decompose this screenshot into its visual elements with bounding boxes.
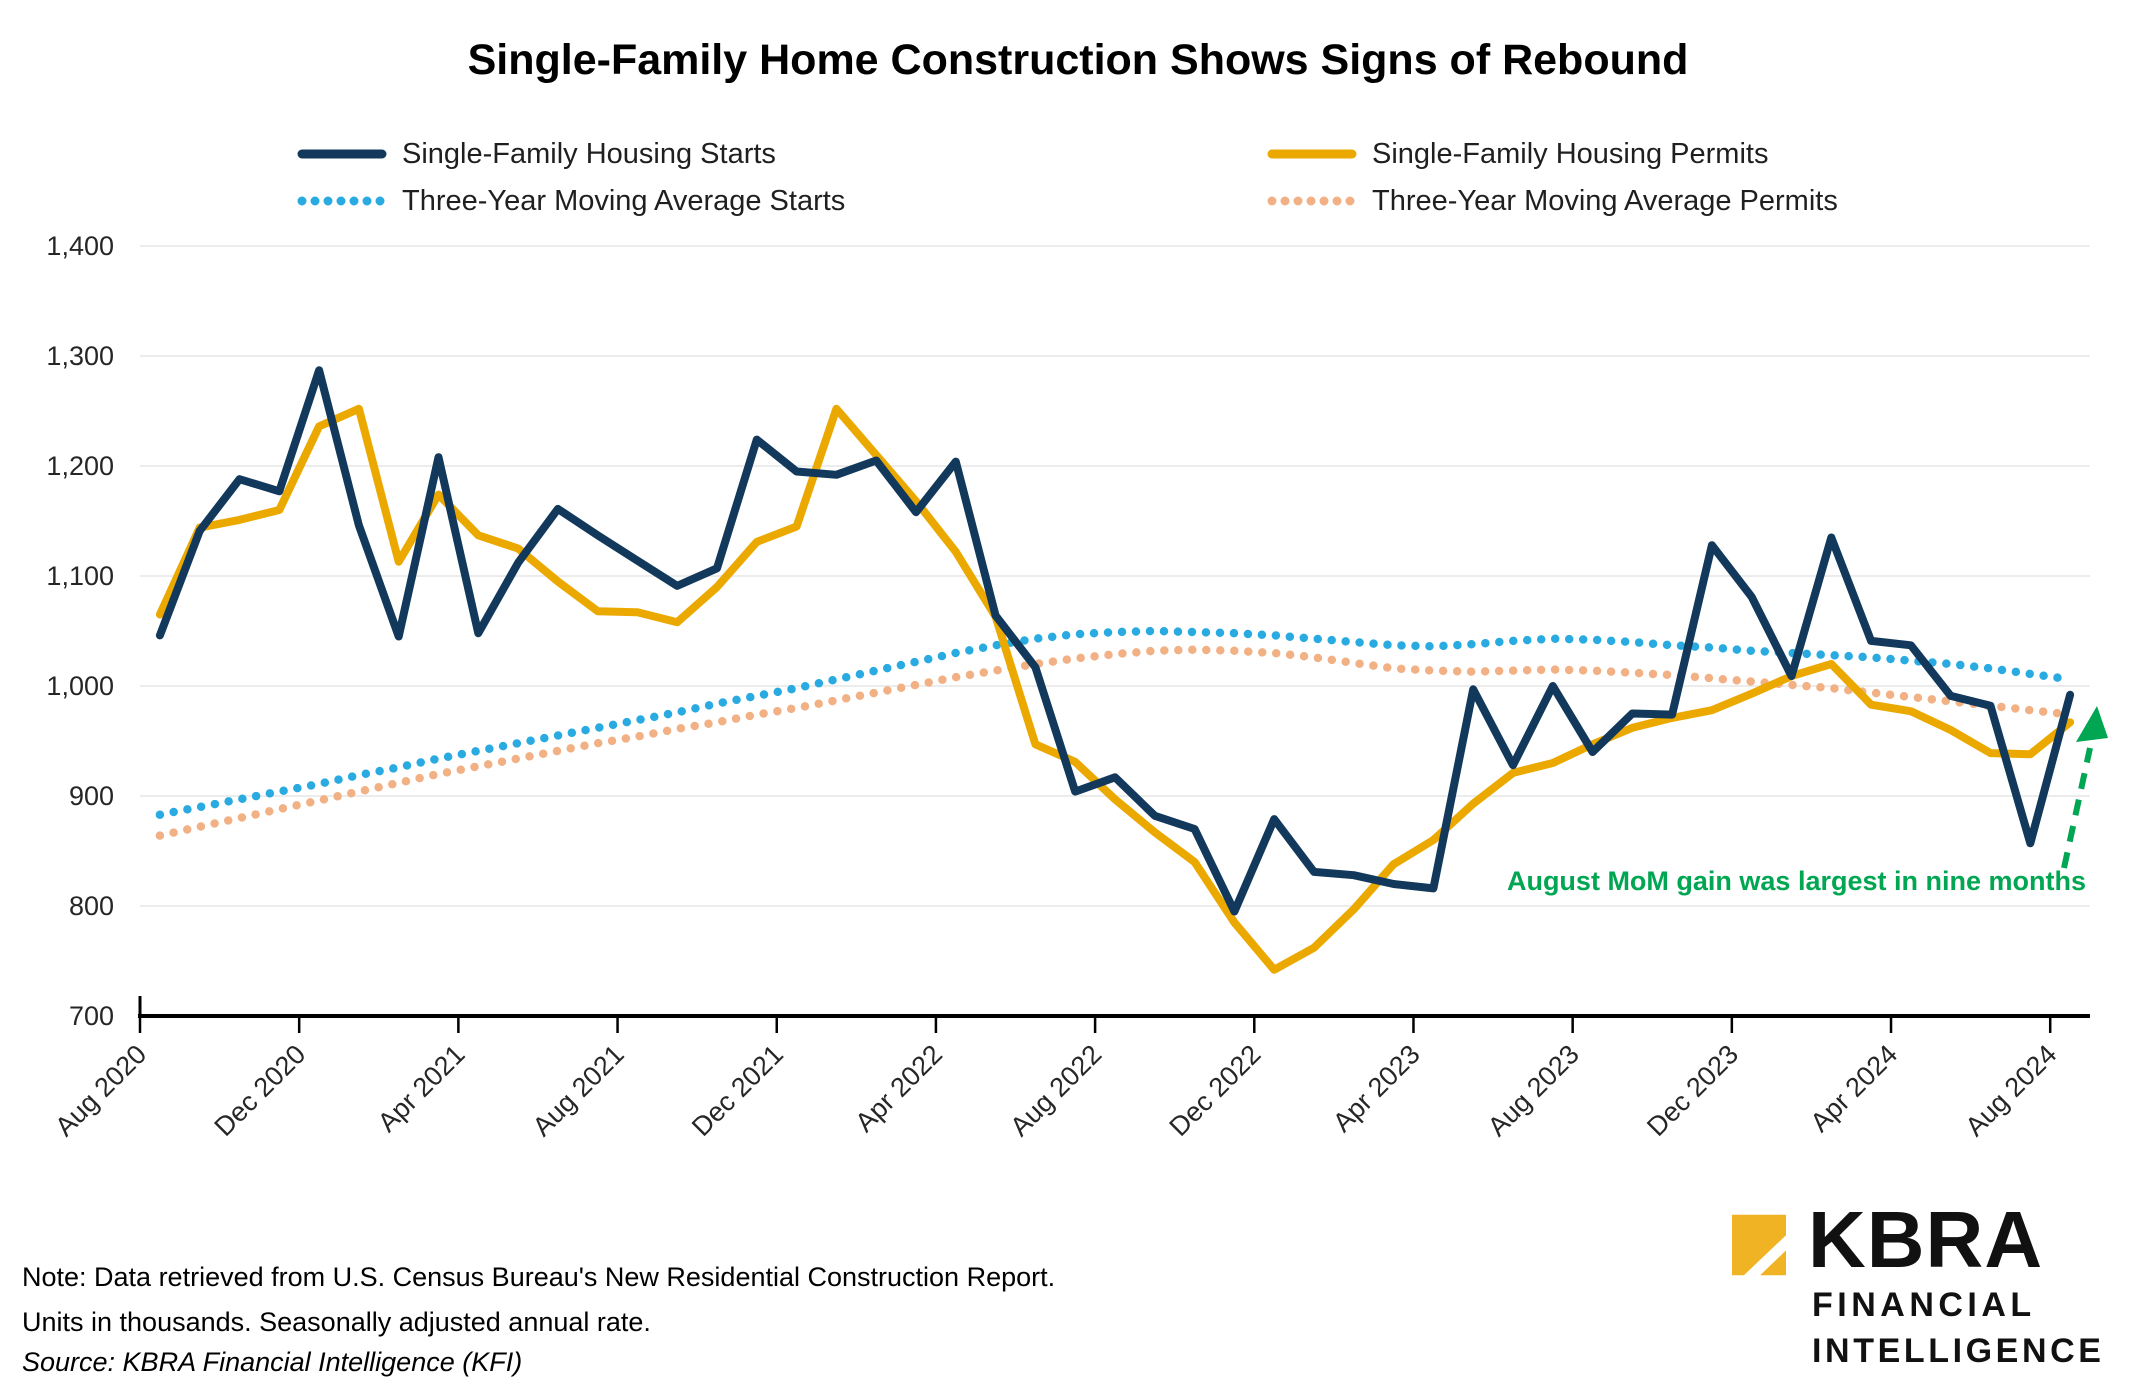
solid-line-swatch-icon: [297, 149, 387, 159]
solid-line-swatch-icon: [1267, 149, 1357, 159]
y-axis-labels: 700 800 900 1,000 1,100 1,200 1,300 1,400: [46, 231, 114, 1031]
kbra-logo-icon: [1732, 1214, 1786, 1276]
dotted-line-swatch-icon: [297, 196, 387, 206]
x-tick-label: Aug 2021: [527, 1039, 630, 1142]
legend-item-single-family-housing-permits: Single-Family Housing Permits: [1266, 134, 1768, 174]
y-tick-label: 1,400: [46, 231, 114, 261]
legend-label: Single-Family Housing Starts: [402, 137, 776, 170]
x-tick-label: Apr 2022: [849, 1039, 948, 1138]
kbra-logo: KBRA FINANCIAL INTELLIGENCE: [1732, 1195, 2156, 1386]
kbra-logo-intelligence: INTELLIGENCE: [1812, 1332, 2105, 1370]
legend-item-single-family-housing-starts: Single-Family Housing Starts: [296, 134, 776, 174]
kbra-logo-financial: FINANCIAL: [1812, 1286, 2036, 1324]
x-tick-label: Dec 2023: [1641, 1039, 1744, 1142]
y-tick-label: 1,000: [46, 671, 114, 701]
annotation-text: August MoM gain was largest in nine mont…: [1506, 866, 2086, 896]
x-tick-label: Dec 2022: [1164, 1039, 1267, 1142]
series-three-year-moving-average-starts: [155, 626, 2075, 819]
chart-title: Single-Family Home Construction Shows Si…: [467, 36, 1689, 84]
legend-label: Single-Family Housing Permits: [1372, 137, 1769, 170]
legend-label: Three-Year Moving Average Starts: [402, 184, 846, 217]
x-tick-label: Apr 2021: [372, 1039, 471, 1138]
y-tick-label: 1,100: [46, 561, 114, 591]
x-axis: Aug 2020 Dec 2020 Apr 2021 Aug 2021 Dec 2021…: [49, 996, 2090, 1142]
y-tick-label: 1,200: [46, 451, 114, 481]
dotted-line-swatch-icon: [1267, 196, 1357, 206]
x-tick-label: Dec 2020: [208, 1039, 311, 1142]
x-tick-label: Apr 2024: [1805, 1039, 1904, 1138]
y-tick-label: 800: [69, 891, 114, 921]
legend-label: Three-Year Moving Average Permits: [1372, 184, 1838, 217]
x-tick-label: Aug 2024: [1959, 1039, 2062, 1142]
kbra-logo-wordmark: KBRA: [1808, 1195, 2044, 1284]
x-tick-label: Apr 2023: [1327, 1039, 1426, 1138]
y-tick-label: 1,300: [46, 341, 114, 371]
note-line-2: Units in thousands. Seasonally adjusted …: [22, 1307, 651, 1337]
note-source: Source: KBRA Financial Intelligence (KFI…: [22, 1347, 523, 1377]
rebound-arrow-icon: [2061, 706, 2108, 869]
y-tick-label: 700: [69, 1001, 114, 1031]
series-single-family-housing-permits: [155, 404, 2075, 974]
y-tick-label: 900: [69, 781, 114, 811]
series-three-year-moving-average-permits: [155, 645, 2075, 840]
legend-item-three-year-moving-average-starts: Three-Year Moving Average Starts: [296, 181, 845, 221]
legend-item-three-year-moving-average-permits: Three-Year Moving Average Permits: [1266, 181, 1838, 221]
x-tick-label: Dec 2021: [686, 1039, 789, 1142]
x-tick-label: Aug 2020: [49, 1039, 152, 1142]
x-tick-label: Aug 2022: [1004, 1039, 1107, 1142]
series-single-family-housing-starts: [155, 366, 2075, 916]
gridlines: [140, 245, 2090, 907]
x-tick-label: Aug 2023: [1482, 1039, 1585, 1142]
note-line-1: Note: Data retrieved from U.S. Census Bu…: [22, 1262, 1056, 1292]
